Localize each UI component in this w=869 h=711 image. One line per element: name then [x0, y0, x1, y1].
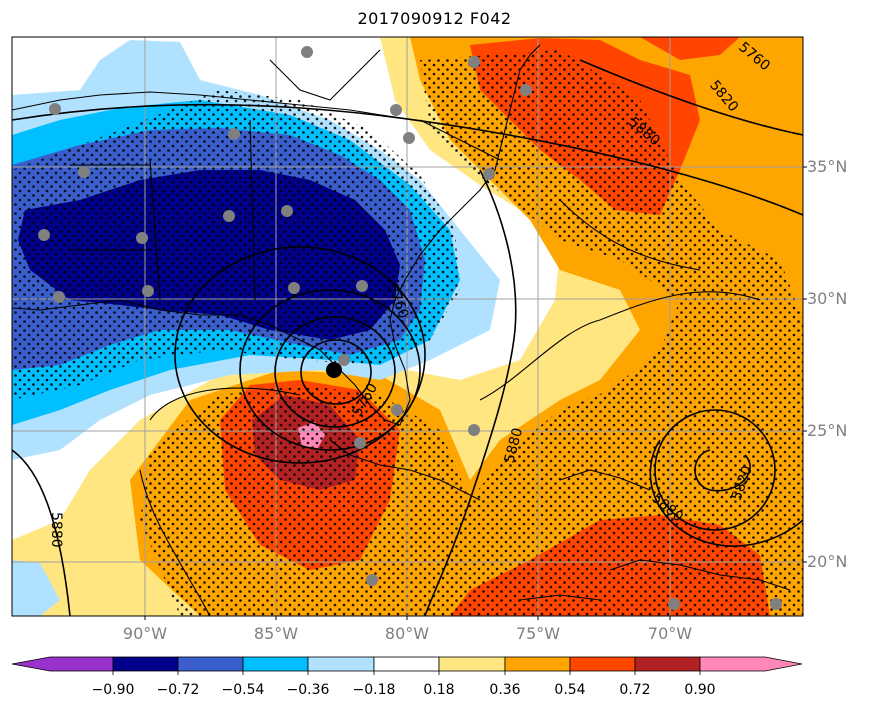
station-marker [366, 574, 378, 586]
lon-label-90: 90°W [122, 624, 168, 643]
lon-label-80: 80°W [384, 624, 430, 643]
station-marker [53, 291, 65, 303]
colorbar-segment [373, 656, 440, 672]
coastlines [12, 44, 791, 601]
station-marker [483, 168, 495, 180]
station-marker [281, 205, 293, 217]
station-marker [356, 280, 368, 292]
height-contours [12, 59, 803, 616]
pos-054-region-ne [640, 37, 740, 60]
station-marker [390, 104, 402, 116]
colorbar-segment [699, 656, 803, 672]
colorbar [11, 656, 803, 675]
station-marker [391, 404, 403, 416]
lat-label-30: 30°N [807, 289, 848, 308]
colorbar-tick-label: −0.18 [352, 682, 396, 698]
storm-center-marker [326, 362, 342, 378]
station-marker [468, 424, 480, 436]
colorbar-segment [438, 656, 506, 672]
colorbar-tick-label: −0.90 [91, 682, 135, 698]
colorbar-tick-label: 0.72 [619, 682, 651, 698]
colorbar-segment [307, 656, 375, 672]
colorbar-segment [569, 656, 636, 672]
colorbar-tick-label: 0.18 [423, 682, 455, 698]
colorbar-segment [112, 656, 179, 672]
station-marker [520, 84, 532, 96]
station-marker [338, 354, 350, 366]
axis-ticks [144, 166, 807, 620]
colorbar-segment [634, 656, 701, 672]
colorbar-tick-label: −0.36 [286, 682, 330, 698]
map-title: 2017090912 F042 [357, 9, 512, 28]
colorbar-tick-label: −0.54 [221, 682, 265, 698]
station-marker [142, 285, 154, 297]
station-marker [78, 166, 90, 178]
lon-label-75: 75°W [515, 624, 561, 643]
station-marker [403, 132, 415, 144]
colorbar-tick-label: 0.36 [489, 682, 521, 698]
lon-label-85: 85°W [253, 624, 299, 643]
colorbar-segment [11, 656, 114, 672]
colorbar-tick-label: −0.72 [156, 682, 200, 698]
thin-contours [139, 199, 761, 616]
station-marker [468, 56, 480, 68]
lat-label-35: 35°N [807, 157, 848, 176]
colorbar-segment [504, 656, 571, 672]
station-marker [223, 210, 235, 222]
station-marker [301, 46, 313, 58]
station-marker [136, 232, 148, 244]
station-marker [288, 282, 300, 294]
station-marker [770, 598, 782, 610]
lat-label-25: 25°N [807, 421, 848, 440]
colorbar-segment [177, 656, 244, 672]
station-marker [49, 103, 61, 115]
colorbar-tick-label: 0.54 [554, 682, 586, 698]
neg-036-region-small [12, 560, 60, 616]
lon-label-70: 70°W [647, 624, 693, 643]
colorbar-tick-label: 0.90 [684, 682, 716, 698]
lat-label-20: 20°N [807, 552, 848, 571]
station-markers [38, 46, 782, 610]
map-area: 5760 5820 5880 5880 5880 5880 5820 5760 … [12, 37, 803, 616]
contour-label: 5880 [48, 512, 64, 548]
station-marker [228, 128, 240, 140]
station-marker [668, 598, 680, 610]
colorbar-segment [242, 656, 309, 672]
station-marker [354, 437, 366, 449]
station-marker [38, 229, 50, 241]
